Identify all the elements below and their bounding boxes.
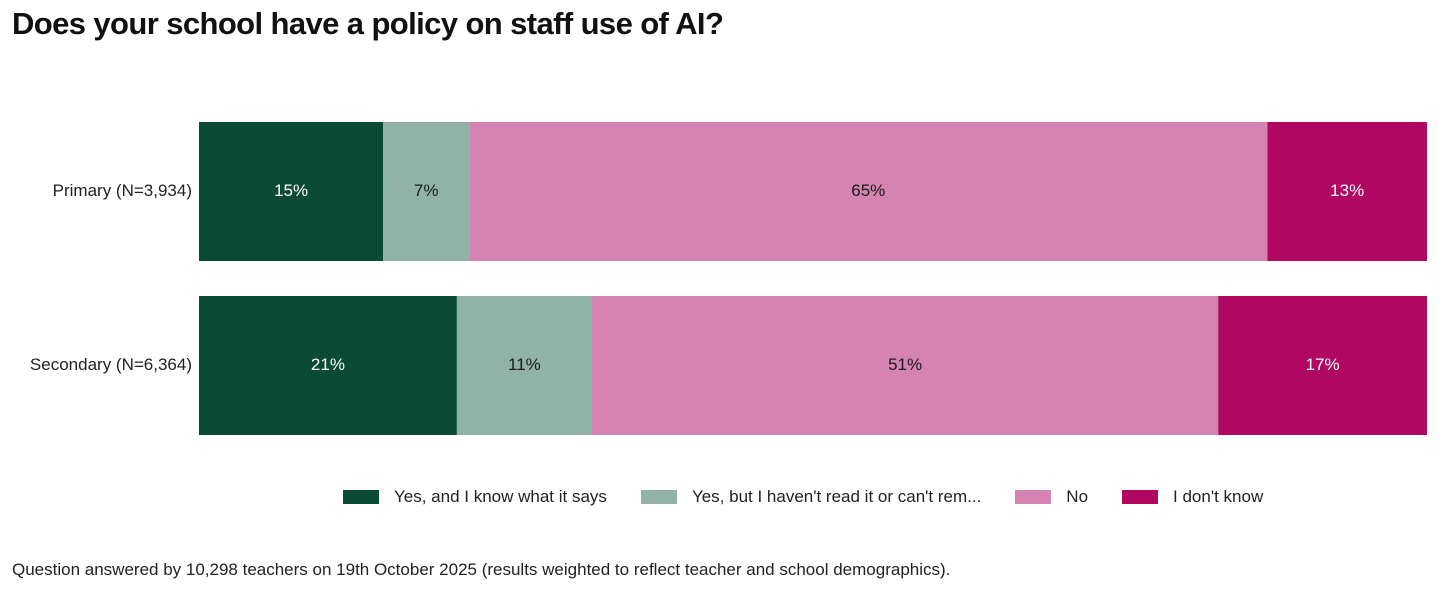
chart-title: Does your school have a policy on staff …	[12, 6, 724, 41]
legend-swatch	[1015, 490, 1052, 504]
data-label: 11%	[508, 355, 541, 374]
data-label: 13%	[1330, 181, 1364, 200]
legend-swatch	[1122, 490, 1159, 504]
legend-item[interactable]: Yes, but I haven't read it or can't rem.…	[640, 487, 982, 507]
bar-segment[interactable]	[383, 122, 470, 261]
legend-item[interactable]: Yes, and I know what it says	[343, 487, 607, 507]
data-label: 21%	[311, 355, 345, 374]
bar-segment[interactable]	[1267, 122, 1427, 261]
legend-label: Yes, but I haven't read it or can't rem.…	[691, 487, 982, 506]
data-label: 15%	[274, 181, 308, 200]
bar-segment[interactable]	[591, 296, 1219, 435]
category-label: Secondary (N=6,364)	[30, 355, 192, 374]
data-label: 17%	[1306, 355, 1340, 374]
bar-segment[interactable]	[199, 122, 384, 261]
bar-segment[interactable]	[469, 122, 1268, 261]
bar-segment[interactable]	[1218, 296, 1427, 435]
bar-segment[interactable]	[199, 296, 457, 435]
legend-label: I don't know	[1173, 487, 1264, 506]
legend-label: No	[1066, 487, 1089, 506]
data-label: 51%	[888, 355, 922, 374]
chart-footnote: Question answered by 10,298 teachers on …	[12, 560, 951, 579]
chart-legend: Yes, and I know what it says Yes, but I h…	[343, 487, 1297, 507]
legend-swatch	[343, 490, 379, 504]
data-label: 7%	[414, 181, 439, 200]
data-label: 65%	[851, 181, 885, 200]
bar-segment[interactable]	[456, 296, 592, 435]
legend-label: Yes, and I know what it says	[394, 487, 607, 506]
legend-swatch	[640, 490, 677, 504]
category-label: Primary (N=3,934)	[53, 181, 192, 200]
legend-item[interactable]: I don't know	[1122, 487, 1263, 507]
legend-item[interactable]: No	[1015, 487, 1088, 507]
